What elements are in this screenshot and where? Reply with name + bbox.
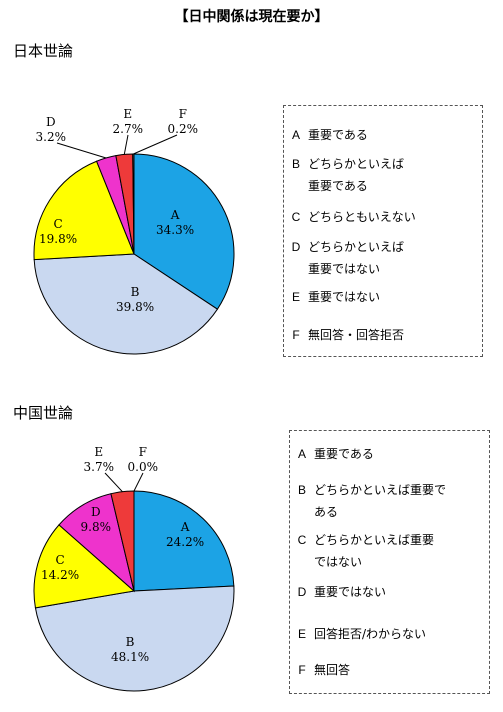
pie-slice-b [33, 253, 219, 355]
japan-legend: A 重要である B どちらかといえば 重要である C どちらともいえない D どちらかといえば… [283, 105, 483, 357]
legend-item-b: B どちらかといえば 重要である [284, 153, 482, 197]
legend-key: F [292, 328, 300, 342]
legend-key: E [291, 290, 300, 304]
legend-item-f: F 無回答・回答拒否 [284, 324, 482, 346]
pie-label-f: F 0.0% [127, 445, 159, 474]
legend-text: どちらともいえない [308, 210, 416, 224]
legend-item-e: E 重要ではない [284, 286, 482, 308]
pie-label-a: A 24.2% [166, 520, 205, 549]
leader-line-e [104, 472, 123, 493]
legend-item-b: B どちらかといえば重要で ある [290, 479, 489, 523]
legend-key: D [291, 240, 301, 254]
legend-text: どちらかといえば重要 ではない [314, 533, 435, 569]
page-title: 【日中関係は現在要か】 [174, 9, 329, 25]
leader-line-f [133, 134, 178, 155]
leader-line-e [123, 134, 129, 155]
legend-key: D [297, 585, 307, 599]
pie-slice-a [133, 490, 235, 592]
legend-item-a: A 重要である [290, 443, 489, 465]
legend-text: 無回答 [314, 663, 351, 677]
legend-item-c: C どちらともいえない [284, 206, 482, 228]
pie-slice-c [33, 524, 136, 609]
legend-key: C [297, 533, 307, 547]
legend-key: B [291, 157, 300, 171]
legend-item-d: D どちらかといえば 重要ではない [284, 236, 482, 280]
legend-key: E [297, 627, 306, 641]
legend-text: 重要である [308, 128, 368, 142]
legend-key: A [297, 447, 306, 461]
legend-text: 無回答・回答拒否 [308, 328, 405, 342]
legend-text: 重要である [314, 447, 374, 461]
pie-label-a: A 34.3% [156, 208, 195, 237]
china-legend: A 重要である B どちらかといえば重要で ある C どちらかといえば重要 ではない D 重要… [289, 430, 490, 694]
pie-label-c: C 19.8% [39, 217, 78, 246]
pie-slice-b [34, 585, 235, 692]
legend-item-c: C どちらかといえば重要 ではない [290, 529, 489, 573]
legend-text: 重要ではない [314, 585, 387, 599]
legend-item-d: D 重要ではない [290, 581, 489, 603]
china-section-title: 中国世論 [13, 404, 74, 422]
legend-text: 重要ではない [308, 290, 381, 304]
pie-label-d: D 3.2% [35, 115, 67, 144]
pie-label-e: E 3.7% [83, 445, 115, 474]
legend-text: どちらかといえば重要で ある [314, 483, 447, 519]
leader-line-f [133, 472, 144, 492]
pie-label-d: D 9.8% [80, 505, 112, 534]
legend-text: 回答拒否/わからない [314, 627, 427, 641]
pie-label-f: F 0.2% [167, 107, 199, 136]
legend-key: F [298, 663, 306, 677]
legend-key: C [291, 210, 301, 224]
pie-label-c: C 14.2% [41, 553, 80, 582]
legend-item-f: F 無回答 [290, 659, 489, 681]
leader-line-d [56, 142, 107, 159]
pie-label-b: B 48.1% [111, 635, 150, 664]
legend-key: A [291, 128, 300, 142]
legend-key: B [297, 483, 306, 497]
legend-item-a: A 重要である [284, 124, 482, 146]
legend-item-e: E 回答拒否/わからない [290, 623, 489, 645]
japan-section-title: 日本世論 [13, 42, 74, 60]
pie-label-b: B 39.8% [116, 285, 155, 314]
legend-text: どちらかといえば 重要である [308, 157, 405, 193]
pie-label-e: E 2.7% [112, 107, 144, 136]
pie-slice-c [33, 160, 135, 261]
legend-text: どちらかといえば 重要ではない [308, 240, 405, 276]
